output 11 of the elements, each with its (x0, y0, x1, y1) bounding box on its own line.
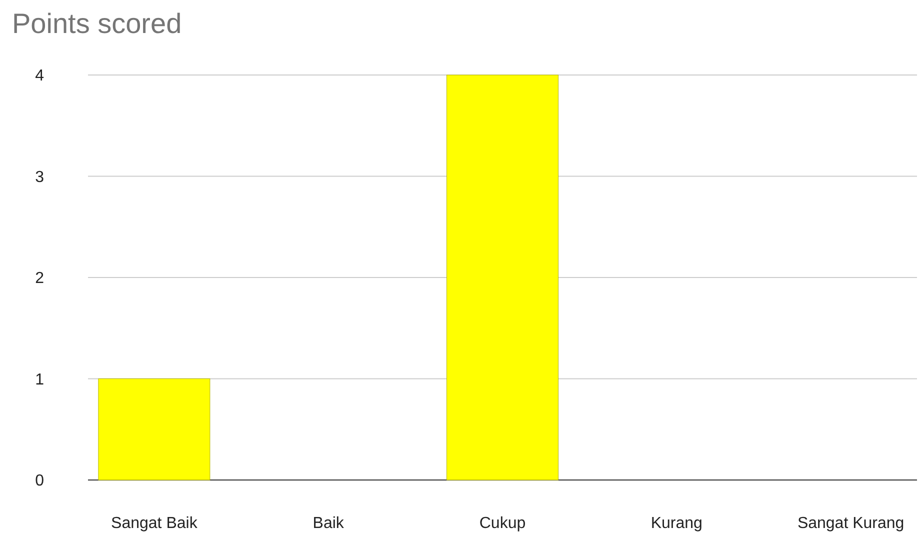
x-tick-label: Sangat Baik (111, 515, 198, 532)
y-tick-label: 0 (35, 472, 44, 490)
y-tick-label: 2 (35, 270, 44, 288)
chart-title: Points scored (12, 8, 182, 39)
x-tick-label: Sangat Kurang (797, 515, 904, 532)
y-tick-label: 4 (35, 68, 44, 85)
x-tick-label: Kurang (650, 515, 702, 532)
y-tick-label: 3 (35, 168, 44, 186)
x-tick-label: Baik (312, 515, 345, 532)
y-tick-label: 1 (35, 371, 44, 388)
x-tick-label: Cukup (479, 515, 526, 532)
